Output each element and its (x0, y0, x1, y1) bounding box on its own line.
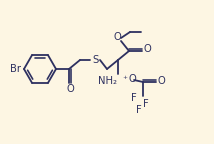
Text: F: F (136, 105, 142, 115)
Text: O: O (66, 84, 74, 93)
Text: O: O (157, 75, 165, 86)
Text: F: F (131, 93, 137, 103)
Text: F: F (143, 99, 149, 109)
Text: Br: Br (10, 64, 21, 74)
Text: O: O (129, 73, 137, 84)
Text: ⁺: ⁺ (122, 75, 128, 84)
Text: NH₂: NH₂ (98, 75, 117, 86)
Text: S: S (92, 55, 99, 65)
Text: O: O (143, 44, 151, 54)
Text: O: O (113, 32, 121, 42)
